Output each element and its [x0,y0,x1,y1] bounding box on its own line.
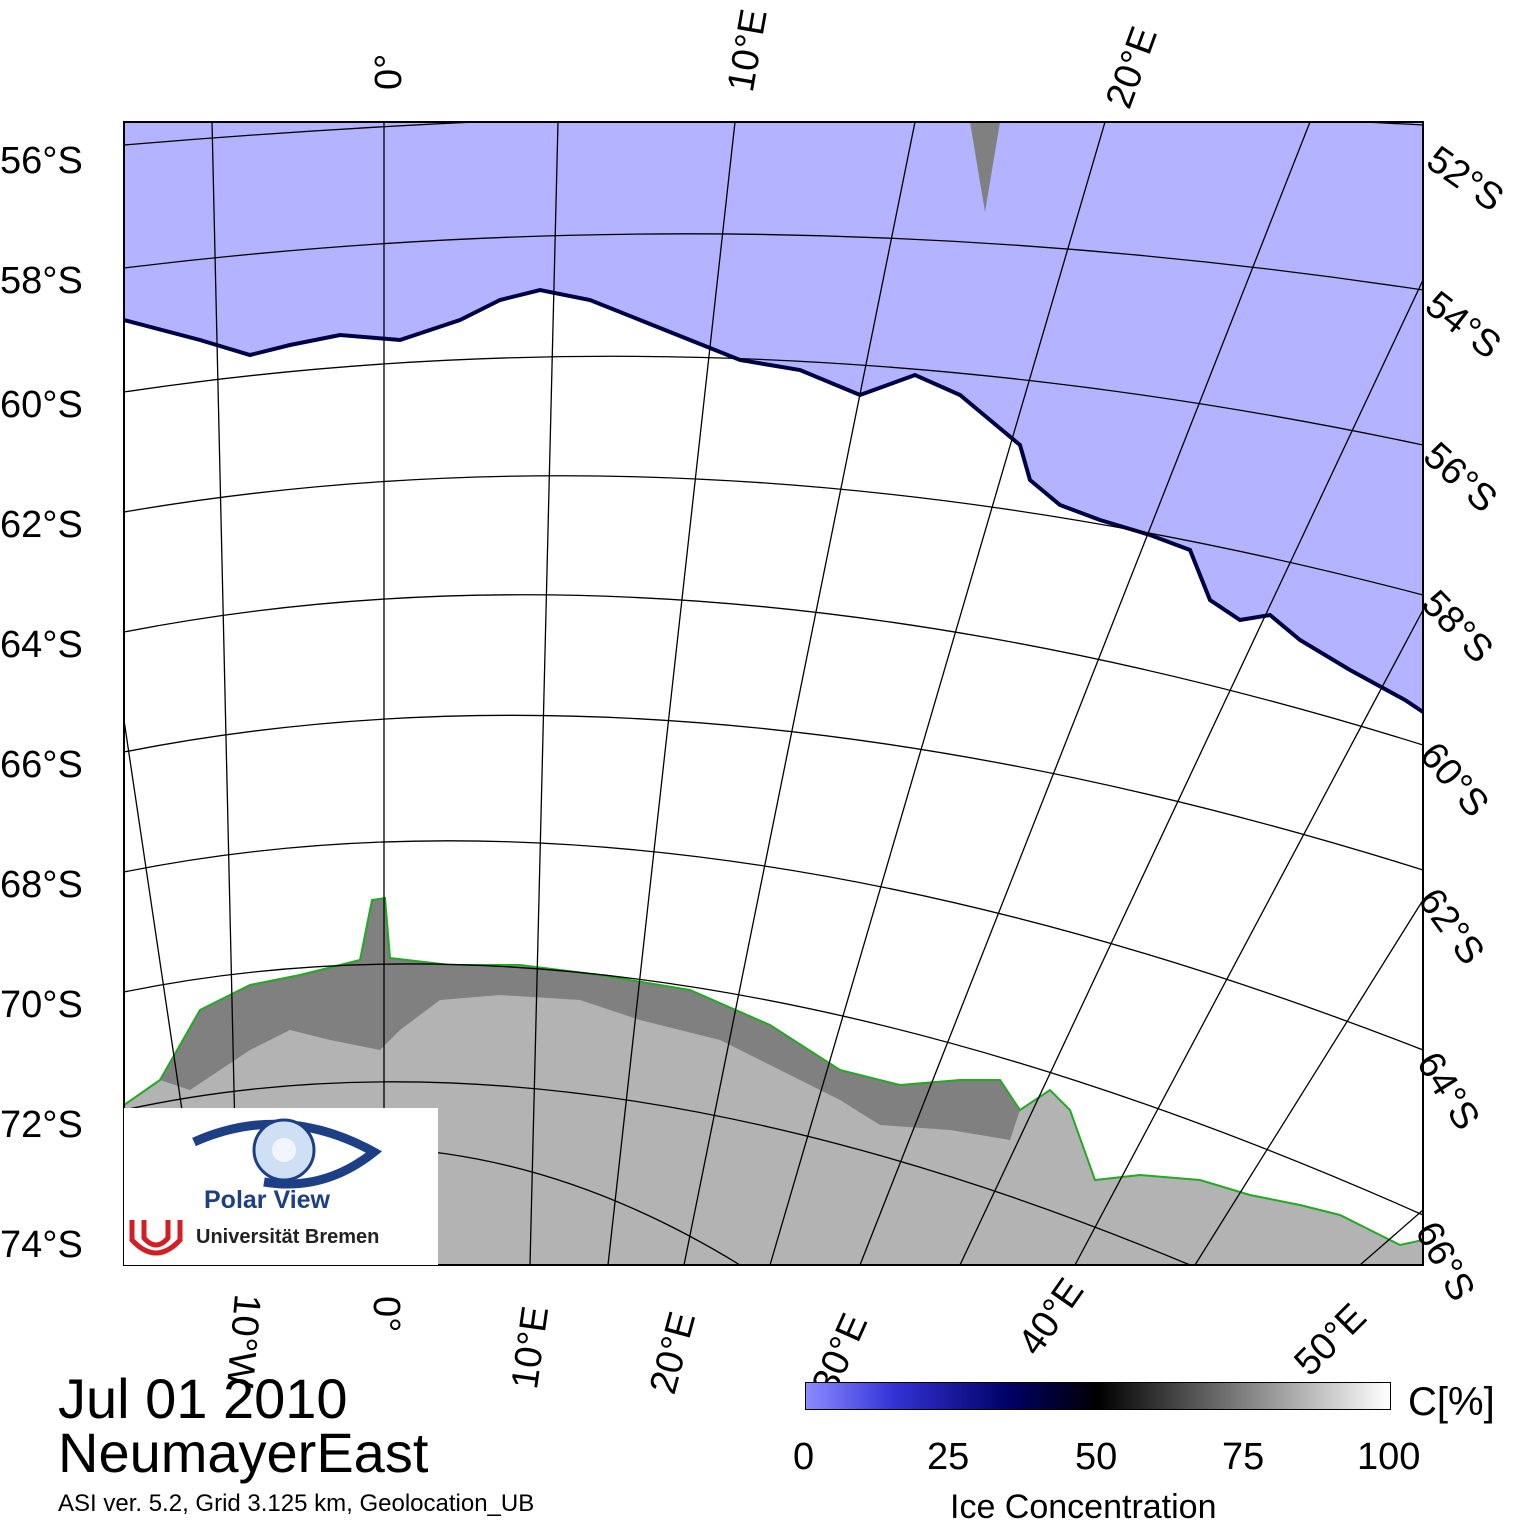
lat-label-66s: 66°S [0,744,83,786]
lat-label-58s: 58°S [0,260,83,302]
colorbar [805,1382,1391,1410]
ice-edge [124,287,1423,714]
lat-label-74s: 74°S [0,1224,83,1266]
data-gap [970,122,1000,212]
colorbar-tick-50: 50 [1075,1436,1118,1478]
colorbar-tick-0: 0 [793,1436,815,1478]
lat-label-60s: 60°S [0,384,83,426]
polar-view-logo: Polar View Universität Bremen [124,1108,438,1265]
map-frame [123,121,1424,1266]
logo-line-universitat-bremen: Universität Bremen [196,1226,380,1248]
meridian-lines [124,122,1423,1265]
lon-label-top-0: 0° [368,53,410,90]
lat-label-62s: 62°S [0,504,83,546]
colorbar-title: Ice Concentration [950,1488,1217,1526]
lat-label-72s: 72°S [0,1104,83,1146]
lat-label-68s: 68°S [0,864,83,906]
logo-line-polar-view: Polar View [204,1186,330,1214]
eye-icon [192,1118,383,1189]
map-metadata: ASI ver. 5.2, Grid 3.125 km, Geolocation… [58,1490,535,1517]
uni-bremen-icon [129,1220,183,1256]
ice-shelf-area [160,898,1020,1140]
latitude-lines [124,122,1423,1265]
colorbar-tick-25: 25 [927,1436,970,1478]
coastline [124,896,1423,1247]
lat-label-56s: 56°S [0,140,83,182]
open-water-area [124,122,1423,712]
colorbar-tick-100: 100 [1357,1436,1421,1478]
lat-label-70s: 70°S [0,984,83,1026]
colorbar-tick-75: 75 [1222,1436,1265,1478]
map-date: Jul 01 2010 [58,1367,348,1430]
lon-label-bottom-0: 0° [365,1296,407,1333]
colorbar-unit: C[%] [1408,1380,1495,1424]
lat-label-64s: 64°S [0,624,83,666]
map-region: NeumayerEast [58,1421,429,1484]
